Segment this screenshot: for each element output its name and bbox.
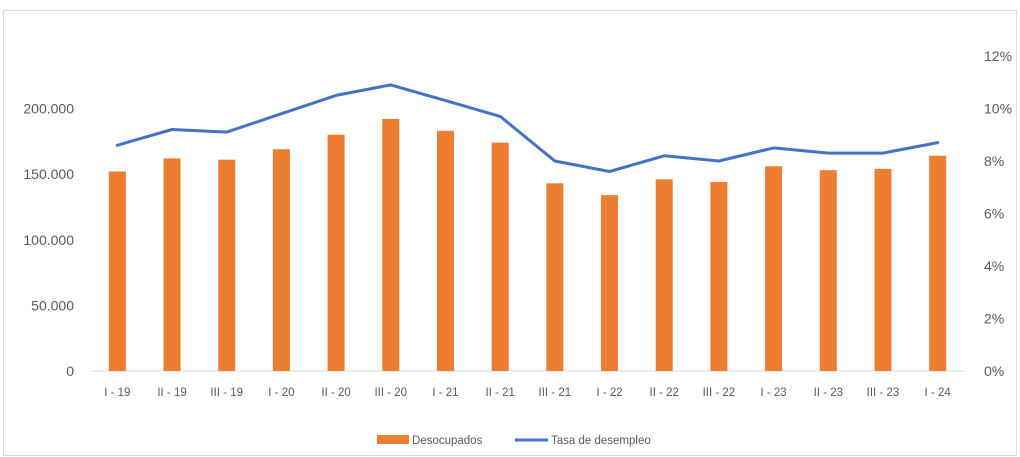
- right-tick-label: 10%: [984, 101, 1012, 117]
- x-tick-label: I - 20: [268, 387, 294, 399]
- x-tick-label: II - 23: [814, 387, 843, 399]
- bar-4: [272, 149, 290, 371]
- legend-label-desocupados: Desocupados: [412, 435, 483, 447]
- x-tick-label: III - 19: [210, 387, 243, 399]
- x-tick-label: II - 19: [157, 387, 186, 399]
- chart-frame: [3, 10, 1017, 456]
- left-tick-label: 50.000: [31, 297, 74, 313]
- x-tick-label: III - 21: [539, 387, 572, 399]
- legend: Desocupados Tasa de desempleo: [377, 435, 651, 447]
- bar-8: [491, 142, 509, 371]
- right-tick-label: 6%: [984, 206, 1004, 222]
- right-tick-label: 0%: [984, 363, 1004, 379]
- x-tick-label: II - 22: [650, 387, 679, 399]
- left-tick-label: 150.000: [23, 166, 74, 182]
- x-tick-label: III - 23: [867, 387, 900, 399]
- bar-13: [765, 166, 783, 371]
- x-tick-label: I - 22: [596, 387, 622, 399]
- bar-3: [218, 159, 236, 371]
- bar-6: [382, 119, 400, 371]
- bar-series-desocupados: [108, 119, 947, 371]
- line-series-tasa-de-desempleo: [115, 83, 940, 173]
- right-tick-label: 8%: [984, 153, 1004, 169]
- x-tick-label: I - 19: [104, 387, 130, 399]
- bar-7: [436, 130, 454, 371]
- legend-label-tasa-de-desempleo: Tasa de desempleo: [551, 435, 651, 447]
- x-tick-label: I - 24: [925, 387, 952, 399]
- right-tick-label: 12%: [984, 48, 1012, 64]
- bar-10: [601, 195, 619, 371]
- bar-14: [819, 170, 837, 371]
- bar-11: [655, 179, 673, 371]
- right-tick-label: 4%: [984, 258, 1004, 274]
- x-tick-label: I - 23: [760, 387, 786, 399]
- x-tick-label: I - 21: [432, 387, 458, 399]
- x-tick-label: II - 21: [485, 387, 514, 399]
- right-axis-ticks: 0% 2% 4% 6% 8% 10% 12%: [984, 48, 1012, 379]
- x-tick-label: II - 20: [321, 387, 350, 399]
- bar-15: [874, 168, 892, 371]
- x-tick-label: III - 22: [703, 387, 736, 399]
- right-tick-label: 2%: [984, 311, 1004, 327]
- bar-5: [327, 134, 345, 371]
- x-tick-label: III - 20: [374, 387, 407, 399]
- left-tick-label: 100.000: [23, 232, 74, 248]
- legend-swatch-desocupados: [377, 435, 409, 444]
- left-axis-ticks: 0 50.000 100.000 150.000 200.000: [23, 101, 74, 380]
- bar-1: [108, 171, 126, 371]
- bar-2: [163, 158, 181, 371]
- x-axis-ticks: I - 19 II - 19 III - 19 I - 20 II - 20 III - …: [104, 387, 951, 399]
- bar-9: [546, 183, 564, 371]
- bar-12: [710, 182, 728, 371]
- left-tick-label: 200.000: [23, 101, 74, 117]
- bar-16: [929, 155, 947, 371]
- left-tick-label: 0: [66, 363, 74, 379]
